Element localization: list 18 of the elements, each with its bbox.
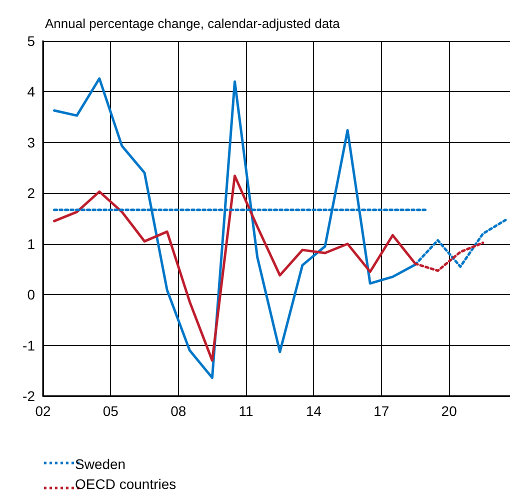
legend-label: Sweden bbox=[75, 456, 126, 472]
x-tick-label: 14 bbox=[306, 403, 322, 419]
y-tick-label: 0 bbox=[27, 286, 36, 303]
y-tick-label: 1 bbox=[27, 236, 36, 252]
y-tick-label: 2 bbox=[27, 185, 36, 202]
x-tick-label: 02 bbox=[35, 403, 51, 419]
y-tick-label: -1 bbox=[22, 337, 36, 354]
x-tick-label: 11 bbox=[238, 403, 254, 419]
chart-subtitle: Annual percentage change, calendar-adjusted data bbox=[45, 16, 341, 31]
y-tick-label: 3 bbox=[27, 134, 36, 150]
x-tick-label: 05 bbox=[102, 403, 119, 419]
y-tick-label: -2 bbox=[22, 388, 36, 404]
x-tick-label: 20 bbox=[441, 403, 458, 419]
y-tick-label: 4 bbox=[27, 84, 36, 100]
x-tick-label: 17 bbox=[374, 403, 390, 419]
legend-label: OECD countries bbox=[75, 476, 176, 492]
y-tick-label: 5 bbox=[27, 33, 36, 49]
x-tick-label: 08 bbox=[170, 403, 186, 419]
